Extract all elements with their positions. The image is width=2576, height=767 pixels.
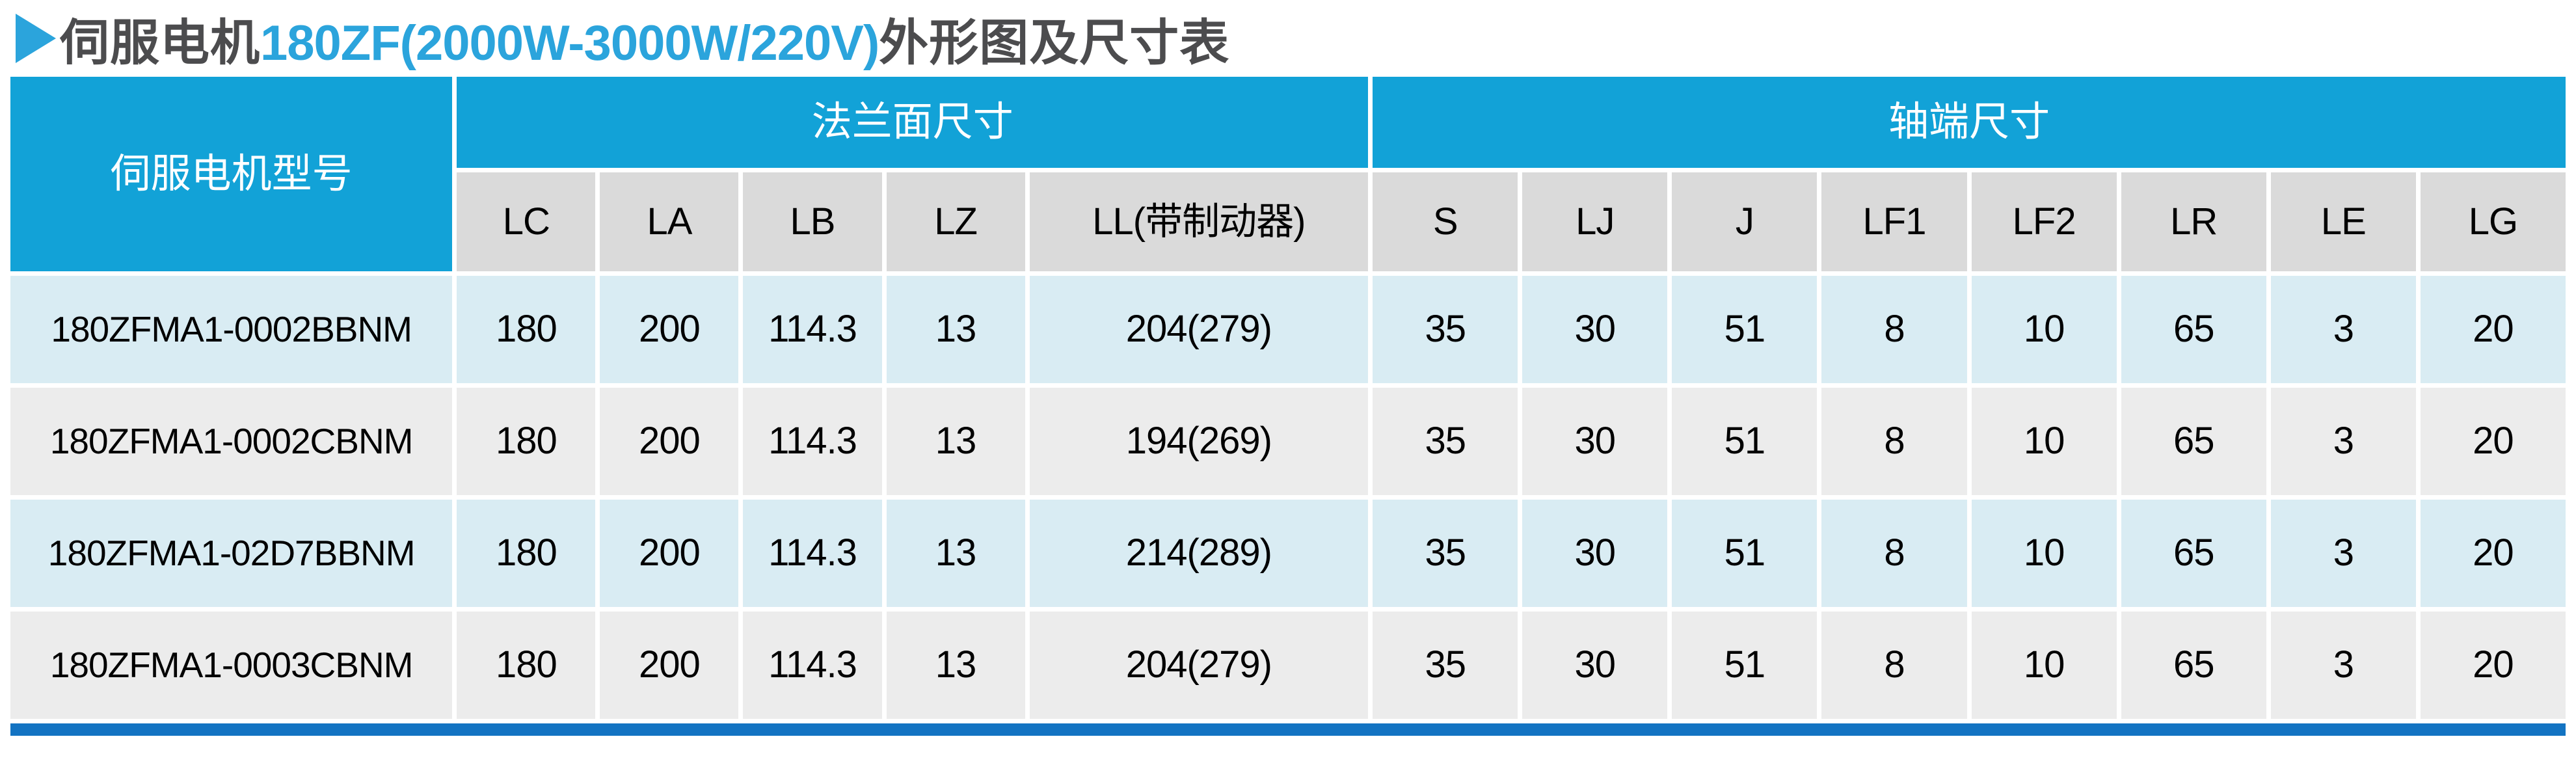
table-row-1-ll: 204(279) [1029, 276, 1369, 383]
column-header-j: J [1672, 172, 1818, 271]
dimension-table: 伺服电机型号 法兰面尺寸 轴端尺寸 LC LA LB LZ LL(带制动器) S… [10, 77, 2566, 719]
table-row-1-model: 180ZFMA1-0002BBNM [10, 276, 453, 383]
title-prefix: 伺服电机 [60, 16, 260, 71]
bottom-accent-bar [10, 723, 2566, 736]
table-row-1-le: 3 [2270, 276, 2416, 383]
table-row-2-lc: 180 [457, 388, 596, 495]
group-header-flange: 法兰面尺寸 [457, 77, 1369, 168]
title-model-range: 180ZF(2000W-3000W/220V) [260, 16, 879, 71]
table-row-3-lz: 13 [886, 500, 1025, 607]
table-row-1-lj: 30 [1522, 276, 1668, 383]
table-row-1-lf2: 10 [1971, 276, 2117, 383]
column-header-lf2: LF2 [1971, 172, 2117, 271]
column-header-lz: LZ [886, 172, 1025, 271]
table-row-4-model: 180ZFMA1-0003CBNM [10, 612, 453, 719]
table-row-2-s: 35 [1373, 388, 1518, 495]
table-row-3-ll: 214(289) [1029, 500, 1369, 607]
table-row-2-model: 180ZFMA1-0002CBNM [10, 388, 453, 495]
column-header-lf1: LF1 [1821, 172, 1967, 271]
column-header-le: LE [2270, 172, 2416, 271]
table-row-4-lj: 30 [1522, 612, 1668, 719]
table-row-4-lf2: 10 [1971, 612, 2117, 719]
table-row-4-j: 51 [1672, 612, 1818, 719]
page-title-text: 伺服电机180ZF(2000W-3000W/220V)外形图及尺寸表 [60, 3, 1229, 74]
table-row-2-j: 51 [1672, 388, 1818, 495]
table-row-1-lf1: 8 [1821, 276, 1967, 383]
table-row-2-lf2: 10 [1971, 388, 2117, 495]
table-row-4-la: 200 [600, 612, 739, 719]
table-row-4-lg: 20 [2420, 612, 2566, 719]
table-row-2-la: 200 [600, 388, 739, 495]
table-row-4-le: 3 [2270, 612, 2416, 719]
column-header-model: 伺服电机型号 [10, 77, 453, 271]
table-row-3-lg: 20 [2420, 500, 2566, 607]
table-row-3-s: 35 [1373, 500, 1518, 607]
table-row-4-s: 35 [1373, 612, 1518, 719]
table-row-2-lb: 114.3 [743, 388, 882, 495]
table-row-1-s: 35 [1373, 276, 1518, 383]
table-row-3-lf1: 8 [1821, 500, 1967, 607]
table-row-3-la: 200 [600, 500, 739, 607]
table-row-3-lf2: 10 [1971, 500, 2117, 607]
table-row-2-ll: 194(269) [1029, 388, 1369, 495]
table-row-3-lj: 30 [1522, 500, 1668, 607]
table-row-4-lf1: 8 [1821, 612, 1967, 719]
table-row-4-ll: 204(279) [1029, 612, 1369, 719]
table-row-1-lc: 180 [457, 276, 596, 383]
table-row-2-lr: 65 [2121, 388, 2266, 495]
table-row-1-la: 200 [600, 276, 739, 383]
table-row-3-j: 51 [1672, 500, 1818, 607]
column-header-lc: LC [457, 172, 596, 271]
table-row-1-lr: 65 [2121, 276, 2266, 383]
table-row-2-le: 3 [2270, 388, 2416, 495]
table-row-1-j: 51 [1672, 276, 1818, 383]
column-header-la: LA [600, 172, 739, 271]
column-header-lr: LR [2121, 172, 2266, 271]
table-row-4-lc: 180 [457, 612, 596, 719]
table-row-1-lz: 13 [886, 276, 1025, 383]
column-header-lb: LB [743, 172, 882, 271]
table-row-3-lb: 114.3 [743, 500, 882, 607]
title-suffix: 外形图及尺寸表 [879, 16, 1230, 71]
table-row-2-lj: 30 [1522, 388, 1668, 495]
column-header-lg: LG [2420, 172, 2566, 271]
page-title: 伺服电机180ZF(2000W-3000W/220V)外形图及尺寸表 [10, 0, 2566, 77]
table-row-3-lc: 180 [457, 500, 596, 607]
table-row-2-lz: 13 [886, 388, 1025, 495]
table-row-3-lr: 65 [2121, 500, 2266, 607]
arrow-right-icon [16, 14, 56, 63]
table-row-4-lb: 114.3 [743, 612, 882, 719]
table-row-4-lz: 13 [886, 612, 1025, 719]
group-header-shaft: 轴端尺寸 [1373, 77, 2566, 168]
table-row-3-le: 3 [2270, 500, 2416, 607]
column-header-s: S [1373, 172, 1518, 271]
table-row-2-lg: 20 [2420, 388, 2566, 495]
table-row-1-lb: 114.3 [743, 276, 882, 383]
table-row-4-lr: 65 [2121, 612, 2266, 719]
table-row-1-lg: 20 [2420, 276, 2566, 383]
table-row-3-model: 180ZFMA1-02D7BBNM [10, 500, 453, 607]
column-header-ll-brake: LL(带制动器) [1029, 172, 1369, 271]
column-header-lj: LJ [1522, 172, 1668, 271]
table-row-2-lf1: 8 [1821, 388, 1967, 495]
